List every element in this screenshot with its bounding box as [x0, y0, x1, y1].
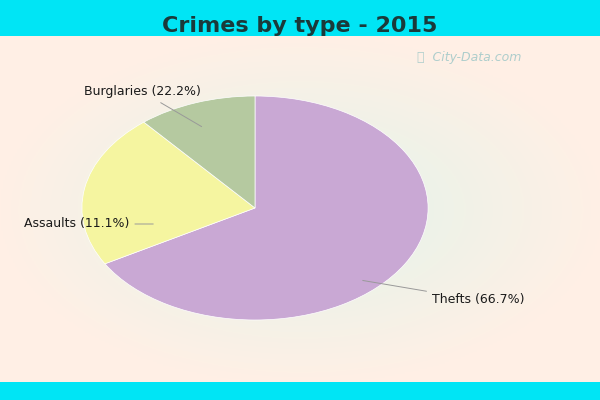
Text: Burglaries (22.2%): Burglaries (22.2%) [84, 86, 202, 126]
Text: Crimes by type - 2015: Crimes by type - 2015 [163, 16, 437, 36]
Wedge shape [82, 122, 255, 264]
Wedge shape [105, 96, 428, 320]
Text: Assaults (11.1%): Assaults (11.1%) [24, 218, 153, 230]
Wedge shape [144, 96, 255, 208]
Text: ⓘ  City-Data.com: ⓘ City-Data.com [417, 52, 521, 64]
Text: Thefts (66.7%): Thefts (66.7%) [363, 280, 524, 306]
